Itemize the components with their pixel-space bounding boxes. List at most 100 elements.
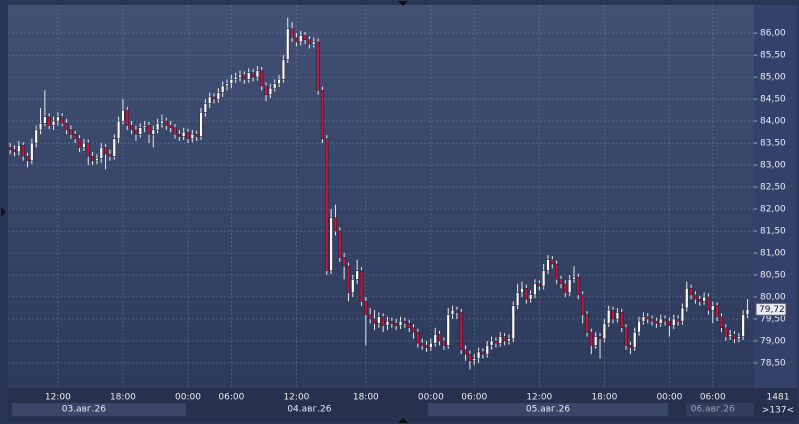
candle-body [8,147,12,150]
candle-body [702,296,706,302]
candle-body [38,123,43,131]
candle-body [628,345,632,348]
candle-body [706,296,711,311]
candle-body [359,270,364,302]
candles [8,17,750,370]
candle-body [138,127,142,135]
bottom-marker[interactable] [398,418,408,423]
candle-body [73,134,77,139]
candle-body [156,123,160,131]
candle-body [64,123,69,131]
candle-body [355,270,359,280]
candle-body [51,120,56,126]
candle-body [82,142,86,148]
candle-body [667,320,672,326]
candle-body [385,320,390,326]
candle-body [476,351,481,359]
candle-body [468,353,472,361]
candle-body [455,309,459,313]
candle-body [325,138,329,271]
x-tick-label: 18:00 [353,393,379,403]
x-tick-label: 00:00 [418,393,444,403]
candle-body [555,263,559,280]
candle-body [47,116,51,126]
y-tick-label: 84,00 [760,117,786,127]
candle-body [650,318,654,322]
scroll-indicator[interactable]: >137< [762,406,794,416]
candle-body [34,129,38,144]
y-tick-label: 85,00 [760,73,786,83]
candle-body [56,116,60,122]
candle-body [242,74,246,80]
y-tick-label: 81,50 [760,227,786,237]
date-label: 06.авг.26 [691,405,735,415]
candle-body [368,314,372,320]
candle-body [511,305,515,340]
candle-body [25,156,30,161]
y-tick-label: 79,00 [760,336,786,346]
last-price-box [755,302,787,316]
candle-body [689,287,693,296]
candle-body [338,230,342,258]
candle-body [212,96,216,100]
candle-body [30,142,34,161]
y-tick-label: 78,50 [760,358,786,368]
candle-body [169,125,173,128]
candle-body [225,83,229,87]
candle-body [342,257,346,267]
candle-body [320,90,325,139]
candle-body [546,259,550,271]
candle-body [680,307,685,322]
x-tick-label: 06:00 [461,393,487,403]
candle-body [216,92,220,100]
candle-body [598,336,602,340]
candle-body [290,28,294,38]
candle-body [299,35,303,43]
candle-body [195,134,199,137]
candle-body [602,323,606,340]
candle-body [719,316,724,329]
top-marker[interactable] [398,1,408,6]
candle-body [164,120,168,126]
grid [8,5,754,388]
candle-body [398,320,403,326]
candle-body [69,129,73,135]
candle-body [490,340,494,346]
candle-body [698,298,702,302]
candle-body [685,287,689,309]
candle-body [208,96,212,104]
candle-body [199,112,203,137]
candle-body [303,35,307,40]
candle-body [459,312,463,350]
candle-body [294,37,299,43]
candle-body [17,145,21,153]
axis-labels: 86,00 85,50 85,00 84,50 84,00 83,50 83,00 82,50… [45,29,787,415]
candle-body [268,87,272,95]
candle-body [203,103,207,113]
x-tick-label: 00:00 [175,393,201,403]
candle-body [351,279,355,293]
x-tick-label: 06:00 [218,393,244,403]
candle-body [130,125,134,131]
candle-body [190,134,194,139]
last-price-label: 79,72 [759,305,785,315]
date-label: 05.авг.26 [526,405,570,415]
candle-body [229,79,233,84]
candle-body [12,149,17,153]
candle-body [329,217,333,271]
candle-body [663,318,667,322]
candle-body [411,327,416,333]
candle-body [364,301,368,315]
candle-body [529,294,533,300]
candle-body [533,283,537,296]
candle-body [641,316,645,322]
candle-body [21,145,25,157]
candle-body [247,72,251,80]
candle-body [372,318,377,324]
candle-body [585,314,589,333]
candle-body [108,153,112,157]
day-band [428,403,668,416]
candle-body [281,59,286,80]
left-marker[interactable] [1,207,6,217]
